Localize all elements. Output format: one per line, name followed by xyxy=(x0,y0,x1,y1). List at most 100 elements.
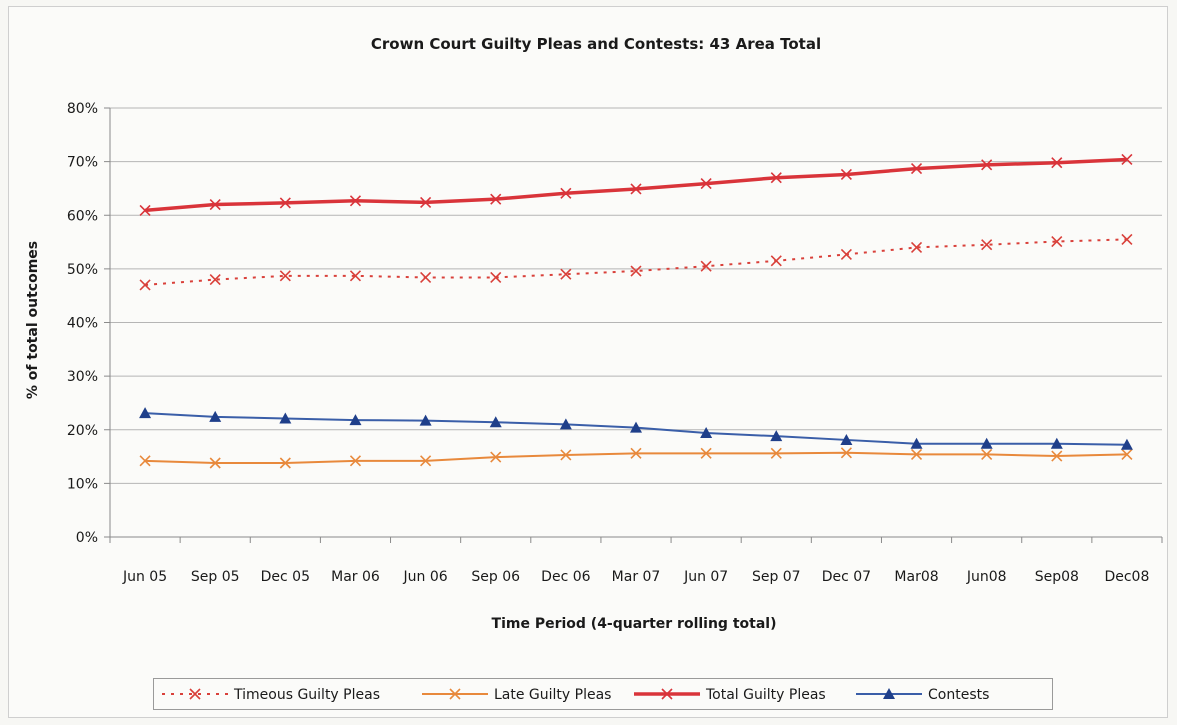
legend-item: Timeous Guilty Pleas xyxy=(162,687,380,703)
data-point xyxy=(700,426,713,438)
data-point xyxy=(209,457,221,469)
y-axis-title: % of total outcomes xyxy=(25,241,41,399)
data-point xyxy=(279,412,292,424)
y-tick-label: 40% xyxy=(67,316,98,332)
legend-marker xyxy=(189,688,201,700)
series-timeous-guilty-pleas xyxy=(139,233,1133,291)
x-tick-label: Jun 07 xyxy=(683,569,728,585)
x-tick-label: Jun08 xyxy=(966,569,1007,585)
data-point xyxy=(1120,438,1133,450)
data-point xyxy=(770,172,782,184)
legend: Timeous Guilty Pleas Late Guilty Pleas Tot… xyxy=(153,678,1053,710)
data-point xyxy=(980,437,993,449)
data-point xyxy=(981,448,993,460)
data-point xyxy=(700,260,712,272)
data-point xyxy=(630,447,642,459)
legend-item: Total Guilty Pleas xyxy=(634,687,826,703)
data-point xyxy=(630,265,642,277)
data-point xyxy=(560,187,572,199)
data-point xyxy=(1050,437,1063,449)
data-point xyxy=(840,433,853,445)
chart-frame xyxy=(8,6,1168,718)
data-point xyxy=(840,447,852,459)
data-point xyxy=(1121,153,1133,166)
legend-item: Late Guilty Pleas xyxy=(422,687,611,703)
data-point xyxy=(489,416,502,428)
data-point xyxy=(209,198,221,211)
y-tick-label: 10% xyxy=(67,476,98,492)
data-point xyxy=(139,455,151,467)
x-tick-label: Sep 07 xyxy=(752,569,801,585)
data-point xyxy=(770,255,782,267)
x-axis-ticks: Jun 05 Sep 05 Dec 05 Mar 06 Jun 06 Sep 06 Dec … xyxy=(122,569,1149,585)
x-tick-label: Jun 06 xyxy=(403,569,448,585)
data-point xyxy=(910,163,923,175)
legend-marker xyxy=(883,688,895,699)
data-point xyxy=(279,270,291,282)
series-contests xyxy=(139,407,1133,450)
data-point xyxy=(349,195,362,207)
legend-label: Contests xyxy=(928,687,989,703)
data-point xyxy=(1051,450,1063,462)
series-group xyxy=(139,153,1133,469)
data-point xyxy=(981,159,993,171)
data-point xyxy=(700,178,712,190)
data-point xyxy=(630,421,642,433)
x-tick-label: Mar 07 xyxy=(612,569,661,585)
legend-items: Timeous Guilty Pleas Late Guilty Pleas Tot… xyxy=(162,687,989,703)
legend-item: Contests xyxy=(856,687,989,703)
data-point xyxy=(630,183,642,195)
y-tick-label: 80% xyxy=(67,101,98,117)
x-axis-title: Time Period (4-quarter rolling total) xyxy=(492,616,777,632)
data-point xyxy=(1121,448,1133,460)
data-point xyxy=(279,197,291,209)
data-point xyxy=(419,414,432,426)
data-point xyxy=(490,271,502,284)
legend-marker xyxy=(449,688,461,700)
series-line xyxy=(144,157,1128,213)
data-point xyxy=(560,449,572,461)
data-point xyxy=(420,455,432,467)
x-tick-label: Dec08 xyxy=(1104,569,1149,585)
y-tick-label: 50% xyxy=(67,262,98,278)
data-point xyxy=(559,418,572,430)
series-total-guilty-pleas xyxy=(139,153,1133,216)
x-tick-label: Dec 06 xyxy=(541,569,590,585)
data-point xyxy=(139,279,151,291)
legend-marker xyxy=(661,688,673,700)
data-point xyxy=(910,241,923,253)
data-point xyxy=(490,451,502,463)
y-tick-label: 0% xyxy=(76,530,98,546)
x-tick-label: Sep 05 xyxy=(191,569,240,585)
data-point xyxy=(490,193,502,205)
y-tick-label: 70% xyxy=(67,155,98,171)
data-point xyxy=(279,457,291,469)
data-point xyxy=(349,455,362,467)
data-point xyxy=(910,437,923,449)
data-point xyxy=(349,414,362,426)
y-tick-label: 20% xyxy=(67,423,98,439)
data-point xyxy=(700,447,712,459)
y-tick-label: 30% xyxy=(67,369,98,385)
data-point xyxy=(139,204,151,216)
data-point xyxy=(1051,157,1063,169)
legend-label: Total Guilty Pleas xyxy=(705,687,826,703)
data-point xyxy=(770,430,783,442)
data-point xyxy=(840,248,852,260)
data-point xyxy=(560,268,572,280)
y-tick-label: 60% xyxy=(67,208,98,224)
data-point xyxy=(1051,235,1063,248)
data-point xyxy=(139,407,152,419)
data-point xyxy=(209,410,222,422)
x-tick-label: Mar08 xyxy=(894,569,938,585)
chart-title: Crown Court Guilty Pleas and Contests: 4… xyxy=(371,35,821,53)
data-point xyxy=(981,239,993,251)
data-point xyxy=(840,168,852,181)
y-axis-ticks: 0% 10% 20% 30% 40% 50% 60% 70% 80% xyxy=(67,101,98,546)
data-point xyxy=(209,274,221,286)
legend-label: Timeous Guilty Pleas xyxy=(233,687,380,703)
x-tick-label: Jun 05 xyxy=(122,569,167,585)
data-point xyxy=(910,448,923,460)
legend-label: Late Guilty Pleas xyxy=(494,687,611,703)
